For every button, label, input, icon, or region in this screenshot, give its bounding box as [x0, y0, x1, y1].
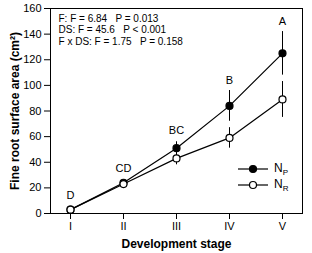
svg-text:I: I	[69, 220, 72, 232]
svg-text:V: V	[279, 220, 287, 232]
svg-text:0: 0	[35, 207, 41, 219]
svg-text:A: A	[279, 15, 287, 27]
svg-text:Development stage: Development stage	[121, 237, 231, 251]
svg-text:80: 80	[29, 105, 41, 117]
svg-text:F: F = 6.84 P = 0.013DS: F =: F: F = 6.84 P = 0.013DS: F = 45.6 P < 0.…	[59, 13, 184, 47]
svg-text:120: 120	[23, 53, 41, 65]
svg-text:B: B	[226, 74, 233, 86]
svg-text:IV: IV	[224, 220, 235, 232]
svg-text:Fine root surface area (cm²): Fine root surface area (cm²)	[8, 32, 22, 190]
svg-text:100: 100	[23, 79, 41, 91]
svg-text:II: II	[120, 220, 126, 232]
html-text:NP: NP	[274, 160, 288, 178]
html-text:NR: NR	[274, 176, 289, 194]
svg-text:140: 140	[23, 28, 41, 40]
svg-text:D: D	[67, 189, 75, 201]
svg-text:40: 40	[29, 156, 41, 168]
svg-text:20: 20	[29, 181, 41, 193]
svg-text:CD: CD	[116, 162, 132, 174]
svg-text:BC: BC	[169, 124, 184, 136]
svg-text:160: 160	[23, 2, 41, 14]
svg-text:III: III	[172, 220, 181, 232]
svg-text:60: 60	[29, 130, 41, 142]
